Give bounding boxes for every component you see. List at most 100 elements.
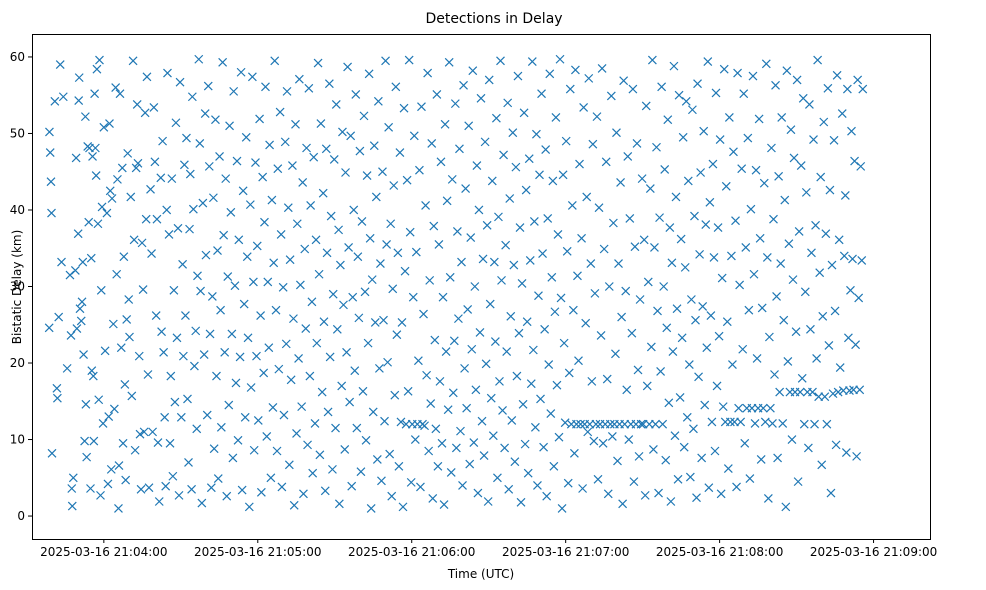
data-point bbox=[681, 96, 691, 106]
data-point bbox=[518, 399, 528, 409]
data-point bbox=[637, 174, 647, 184]
data-point bbox=[197, 498, 207, 508]
data-point bbox=[244, 502, 254, 512]
data-point bbox=[641, 101, 651, 111]
data-point bbox=[353, 252, 363, 262]
data-point bbox=[498, 406, 507, 415]
data-point bbox=[698, 301, 708, 311]
data-point bbox=[97, 202, 107, 212]
data-point bbox=[505, 194, 515, 203]
data-point bbox=[344, 243, 354, 252]
data-point bbox=[162, 205, 172, 215]
data-point bbox=[697, 453, 707, 463]
data-point bbox=[189, 361, 199, 371]
data-point bbox=[586, 259, 596, 268]
data-point bbox=[824, 340, 834, 350]
data-point bbox=[349, 205, 359, 215]
data-point bbox=[431, 424, 441, 434]
data-point bbox=[658, 419, 668, 429]
data-point bbox=[363, 338, 373, 348]
data-point bbox=[529, 217, 539, 226]
data-point bbox=[803, 443, 813, 453]
data-point bbox=[71, 153, 81, 163]
data-point bbox=[741, 243, 751, 252]
data-point bbox=[831, 440, 841, 450]
data-point bbox=[264, 343, 274, 353]
data-point bbox=[445, 272, 455, 282]
data-point bbox=[436, 157, 446, 167]
data-point bbox=[299, 489, 308, 499]
data-point bbox=[423, 68, 433, 78]
data-point bbox=[425, 275, 435, 285]
data-point bbox=[627, 328, 637, 338]
data-point bbox=[116, 343, 126, 353]
data-point bbox=[732, 482, 741, 492]
data-point bbox=[648, 445, 658, 454]
data-point bbox=[808, 387, 817, 397]
data-point bbox=[57, 257, 66, 267]
data-point bbox=[714, 331, 724, 341]
data-point bbox=[112, 269, 122, 279]
data-point bbox=[371, 192, 381, 202]
data-point bbox=[77, 297, 87, 307]
data-point bbox=[716, 489, 726, 499]
data-point bbox=[324, 79, 334, 89]
data-point bbox=[246, 383, 256, 392]
data-point bbox=[142, 72, 152, 82]
data-point bbox=[535, 170, 544, 180]
data-point bbox=[446, 468, 456, 477]
data-point bbox=[46, 177, 56, 187]
data-point bbox=[203, 81, 213, 91]
data-point bbox=[367, 275, 377, 285]
data-point bbox=[143, 370, 153, 379]
data-point bbox=[129, 235, 139, 245]
data-point bbox=[647, 55, 657, 65]
data-point bbox=[625, 213, 635, 223]
data-point bbox=[442, 196, 452, 206]
data-point bbox=[137, 238, 147, 248]
data-point bbox=[354, 313, 364, 323]
data-point bbox=[823, 83, 833, 93]
data-point bbox=[80, 436, 90, 446]
data-point bbox=[773, 453, 783, 463]
data-point bbox=[759, 178, 769, 188]
data-point bbox=[205, 329, 215, 339]
data-point bbox=[540, 324, 550, 334]
data-point bbox=[208, 193, 218, 203]
data-point bbox=[136, 484, 146, 494]
data-point bbox=[628, 84, 638, 94]
data-point bbox=[734, 403, 744, 413]
data-point bbox=[563, 478, 573, 488]
data-point bbox=[362, 171, 372, 180]
data-point bbox=[549, 461, 559, 471]
data-point bbox=[54, 312, 64, 322]
data-point bbox=[103, 479, 113, 489]
data-point bbox=[677, 333, 687, 343]
data-point bbox=[334, 499, 344, 509]
data-point bbox=[396, 417, 406, 427]
data-point bbox=[201, 250, 211, 260]
data-point bbox=[405, 227, 415, 237]
data-point bbox=[90, 143, 100, 153]
data-point bbox=[813, 55, 823, 65]
data-point bbox=[767, 143, 776, 153]
data-point bbox=[255, 114, 265, 124]
data-point bbox=[96, 490, 105, 500]
data-point bbox=[119, 252, 129, 262]
data-point bbox=[438, 292, 448, 302]
data-point bbox=[705, 197, 715, 207]
data-point bbox=[624, 435, 634, 444]
data-point bbox=[797, 373, 807, 383]
data-point bbox=[375, 259, 385, 268]
data-point bbox=[90, 89, 100, 99]
data-point bbox=[383, 357, 393, 367]
data-point bbox=[89, 436, 99, 446]
data-point bbox=[548, 176, 558, 186]
data-point bbox=[317, 387, 327, 397]
data-point bbox=[394, 461, 404, 471]
data-point bbox=[297, 402, 307, 412]
data-point bbox=[91, 171, 101, 180]
data-point bbox=[472, 161, 482, 171]
data-point bbox=[617, 312, 627, 322]
data-point bbox=[351, 90, 361, 99]
